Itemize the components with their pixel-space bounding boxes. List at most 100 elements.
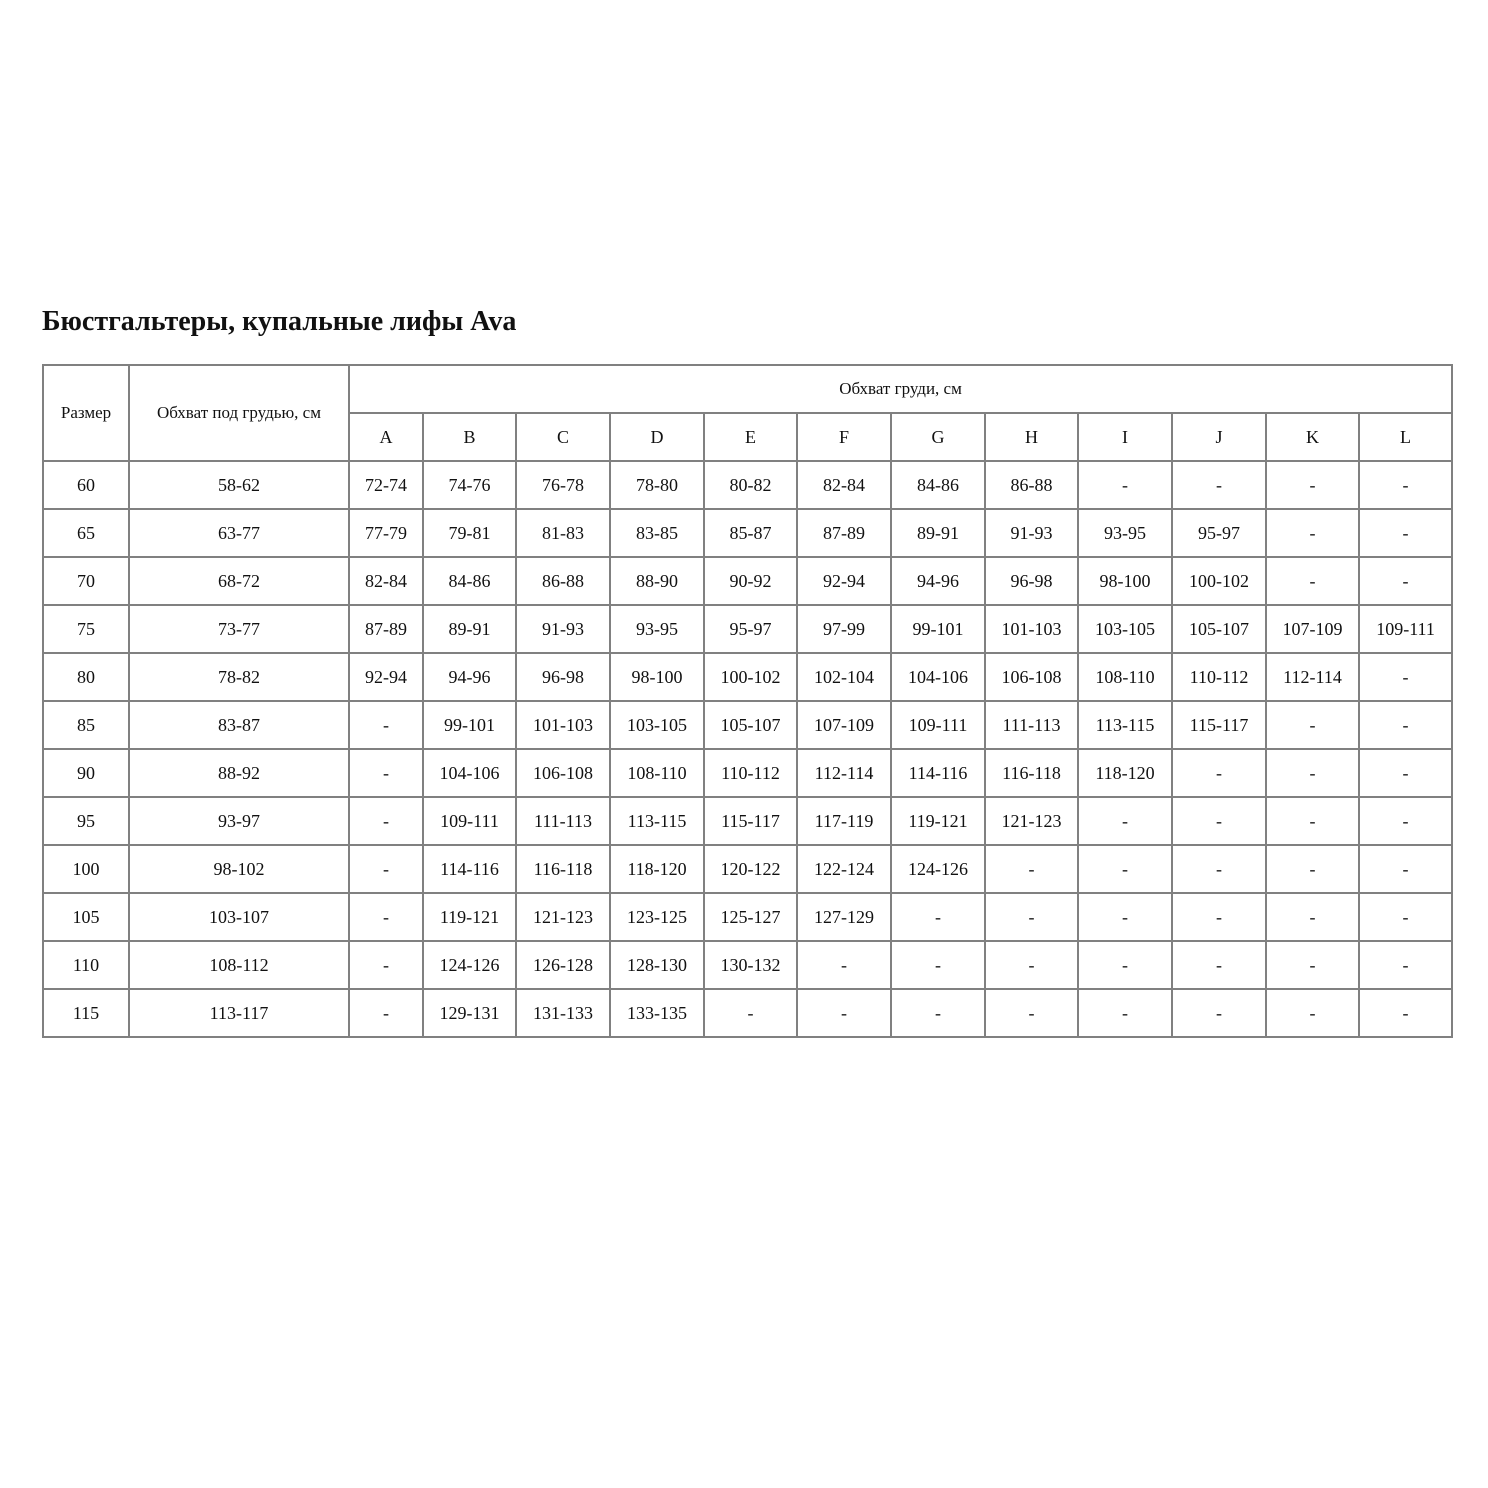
underbust-cell: 78-82 (128, 652, 350, 702)
bust-cell: 126-128 (515, 940, 611, 990)
bust-cell: 86-88 (515, 556, 611, 606)
underbust-cell: 88-92 (128, 748, 350, 798)
bust-cell: 97-99 (796, 604, 892, 654)
bust-cell: - (984, 988, 1079, 1038)
bust-cell: - (1357, 748, 1454, 798)
bust-cell: - (1357, 700, 1454, 750)
bust-cell: 99-101 (890, 604, 986, 654)
size-cell: 100 (42, 844, 130, 894)
bust-cell: 120-122 (703, 844, 798, 894)
table-row: 105 103-107-119-121 121-123 123-125 125-127 1… (42, 892, 1454, 942)
bust-cell: - (890, 988, 986, 1038)
bust-cell: 84-86 (422, 556, 517, 606)
bust-cell: - (1265, 556, 1360, 606)
bust-cell: - (1265, 796, 1360, 846)
table-row: 100 98-102-114-116 116-118 118-120 120-122 12… (42, 844, 1454, 894)
bust-cell: 104-106 (422, 748, 517, 798)
header-cup: B (422, 412, 517, 462)
bust-cell: - (1357, 652, 1454, 702)
bust-cell: - (1171, 460, 1267, 510)
bust-cell: 77-79 (348, 508, 424, 558)
size-cell: 80 (42, 652, 130, 702)
bust-cell: - (1171, 988, 1267, 1038)
bust-cell: 102-104 (796, 652, 892, 702)
bust-cell: 107-109 (1265, 604, 1360, 654)
bust-cell: 99-101 (422, 700, 517, 750)
header-cup: J (1171, 412, 1267, 462)
bust-cell: 109-111 (1357, 604, 1454, 654)
bust-cell: - (1265, 988, 1360, 1038)
underbust-cell: 103-107 (128, 892, 350, 942)
bust-cell: - (1265, 748, 1360, 798)
bust-cell: - (984, 940, 1079, 990)
bust-cell: - (348, 844, 424, 894)
bust-cell: 95-97 (703, 604, 798, 654)
header-cup: A (348, 412, 424, 462)
bust-cell: 85-87 (703, 508, 798, 558)
bust-cell: 105-107 (1171, 604, 1267, 654)
bust-cell: 80-82 (703, 460, 798, 510)
bust-cell: 110-112 (1171, 652, 1267, 702)
bust-cell: - (984, 844, 1079, 894)
bust-cell: - (1265, 460, 1360, 510)
bust-cell: - (1357, 556, 1454, 606)
bust-cell: 119-121 (422, 892, 517, 942)
bust-cell: - (348, 796, 424, 846)
bust-cell: - (348, 940, 424, 990)
size-cell: 105 (42, 892, 130, 942)
table-row: 80 78-82 92-94 94-96 96-98 98-100 100-102 102-1… (42, 652, 1454, 702)
bust-cell: - (1357, 892, 1454, 942)
bust-cell: - (890, 892, 986, 942)
bust-cell: 95-97 (1171, 508, 1267, 558)
bust-cell: - (1265, 508, 1360, 558)
header-cup: F (796, 412, 892, 462)
bust-cell: 113-115 (1077, 700, 1173, 750)
bust-cell: 109-111 (890, 700, 986, 750)
bust-cell: - (348, 700, 424, 750)
bust-cell: - (1077, 988, 1173, 1038)
bust-cell: 121-123 (984, 796, 1079, 846)
bust-cell: 98-100 (609, 652, 705, 702)
bust-cell: - (1357, 508, 1454, 558)
bust-cell: 123-125 (609, 892, 705, 942)
bust-cell: 107-109 (796, 700, 892, 750)
size-cell: 70 (42, 556, 130, 606)
underbust-cell: 63-77 (128, 508, 350, 558)
table-row: 85 83-87-99-101 101-103 103-105 105-107 107-1… (42, 700, 1454, 750)
size-cell: 110 (42, 940, 130, 990)
underbust-cell: 83-87 (128, 700, 350, 750)
bust-cell: 83-85 (609, 508, 705, 558)
bust-cell: 84-86 (890, 460, 986, 510)
bust-cell: 124-126 (890, 844, 986, 894)
bust-cell: 124-126 (422, 940, 517, 990)
size-cell: 65 (42, 508, 130, 558)
bust-cell: - (1357, 940, 1454, 990)
bust-cell: - (1077, 844, 1173, 894)
bust-cell: 101-103 (515, 700, 611, 750)
header-size: Размер (42, 364, 130, 462)
header-bust: Обхват груди, см (347, 364, 1454, 414)
bust-cell: 88-90 (609, 556, 705, 606)
size-cell: 85 (42, 700, 130, 750)
bust-cell: 114-116 (422, 844, 517, 894)
bust-cell: 90-92 (703, 556, 798, 606)
bust-cell: - (1171, 892, 1267, 942)
bust-cell: 91-93 (984, 508, 1079, 558)
bust-cell: 101-103 (984, 604, 1079, 654)
bust-cell: 82-84 (348, 556, 424, 606)
table-row: 115 113-117-129-131 131-133 133-135- - - - - - - - (42, 988, 1454, 1038)
bust-cell: 122-124 (796, 844, 892, 894)
bust-cell: 94-96 (890, 556, 986, 606)
bust-cell: 117-119 (796, 796, 892, 846)
bust-cell: - (703, 988, 798, 1038)
bust-cell: 103-105 (1077, 604, 1173, 654)
bust-cell: - (1077, 892, 1173, 942)
header-cup: E (703, 412, 798, 462)
bust-cell: 111-113 (515, 796, 611, 846)
bust-cell: 89-91 (422, 604, 517, 654)
bust-cell: - (1171, 796, 1267, 846)
bust-cell: 125-127 (703, 892, 798, 942)
bust-cell: 98-100 (1077, 556, 1173, 606)
bust-cell: 91-93 (515, 604, 611, 654)
bust-cell: 81-83 (515, 508, 611, 558)
